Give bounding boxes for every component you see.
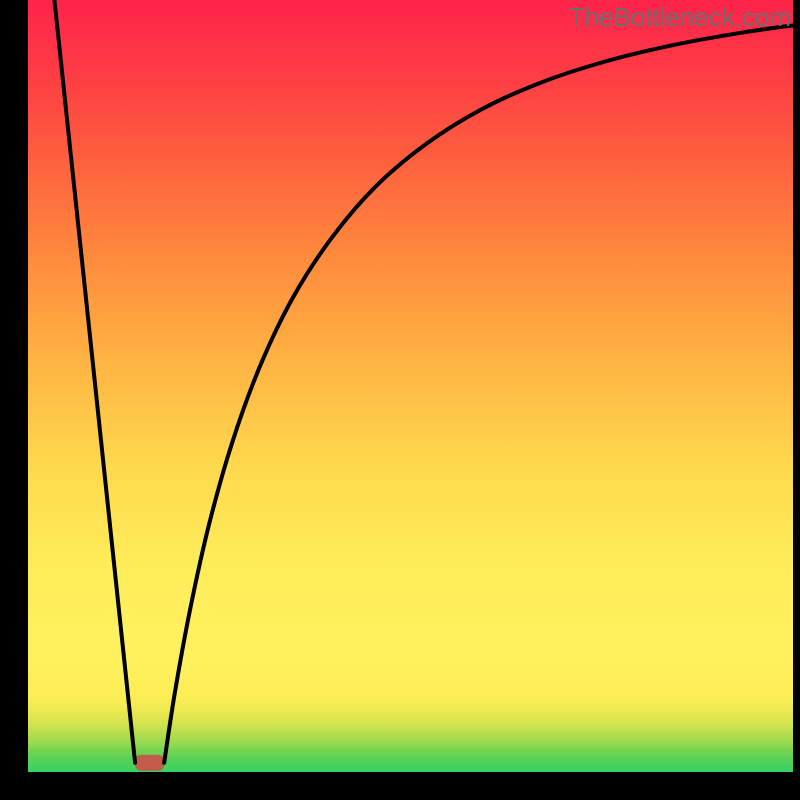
curve-left-branch [54, 0, 135, 763]
curve-right-branch [164, 23, 800, 762]
notch-marker [135, 755, 164, 771]
chart-root: TheBottleneck.com [0, 0, 800, 800]
curve-svg [0, 0, 800, 800]
